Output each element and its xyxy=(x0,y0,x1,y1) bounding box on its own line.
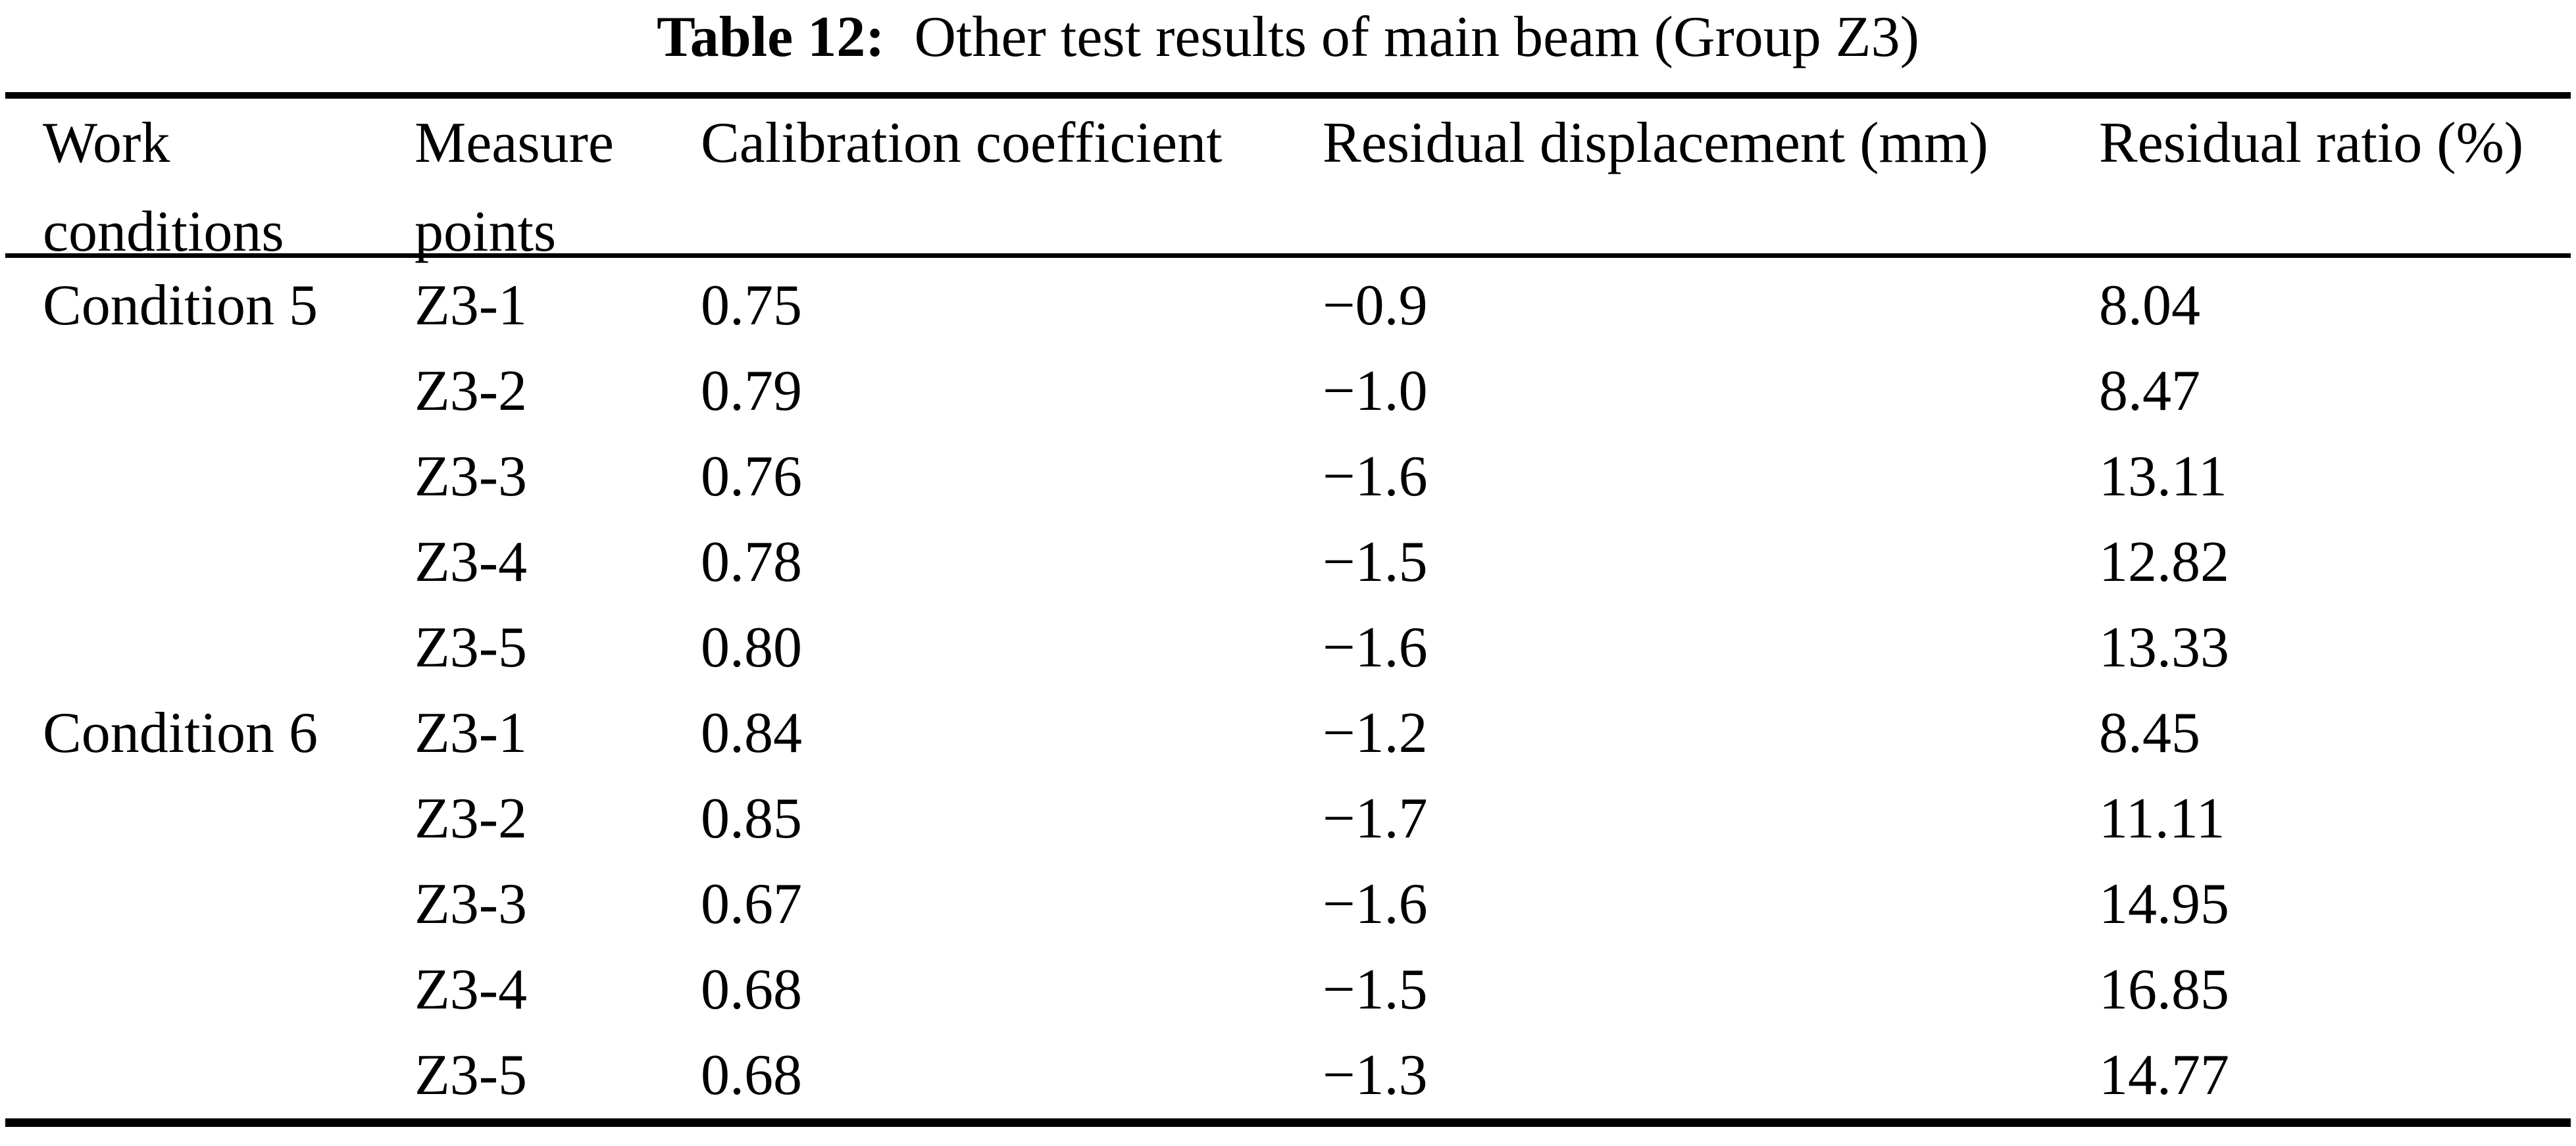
header-residual-ratio-line1: Residual ratio (%) xyxy=(2099,111,2524,175)
cell-measure-point: Z3-3 xyxy=(415,445,528,509)
cell-residual-displacement: −1.5 xyxy=(1323,958,1428,1022)
header-measure-points: Measure points xyxy=(415,99,701,276)
header-work-conditions: Work conditions xyxy=(43,99,415,276)
table-caption-number: Table 12: xyxy=(657,5,885,69)
cell-residual-ratio: 8.04 xyxy=(2099,274,2200,337)
cell-residual-ratio: 11.11 xyxy=(2099,787,2225,851)
table-row: Z3-3 0.67 −1.6 14.95 xyxy=(5,862,2571,947)
table-row: Z3-4 0.68 −1.5 16.85 xyxy=(5,947,2571,1033)
cell-residual-ratio: 14.95 xyxy=(2099,872,2229,936)
cell-calibration-coefficient: 0.67 xyxy=(701,872,802,936)
cell-measure-point: Z3-5 xyxy=(415,616,528,680)
table-header-row: Work conditions Measure points Calibrati… xyxy=(5,99,2571,264)
cell-calibration-coefficient: 0.79 xyxy=(701,359,802,423)
cell-measure-point: Z3-1 xyxy=(415,701,528,765)
header-calibration-coefficient-line1: Calibration coefficient xyxy=(701,111,1223,175)
table-row: Z3-2 0.79 −1.0 8.47 xyxy=(5,349,2571,434)
cell-residual-ratio: 13.11 xyxy=(2099,445,2227,509)
cell-work-condition: Condition 6 xyxy=(43,701,318,765)
header-measure-points-line1: Measure xyxy=(415,111,614,175)
cell-measure-point: Z3-1 xyxy=(415,274,528,337)
table-row: Condition 5 Z3-1 0.75 −0.9 8.04 xyxy=(5,263,2571,349)
cell-measure-point: Z3-3 xyxy=(415,872,528,936)
cell-calibration-coefficient: 0.78 xyxy=(701,530,802,594)
cell-measure-point: Z3-5 xyxy=(415,1043,528,1107)
table-caption: Table 12: Other test results of main beam… xyxy=(0,1,2576,74)
table-row: Z3-5 0.80 −1.6 13.33 xyxy=(5,605,2571,691)
header-work-conditions-line1: Work xyxy=(43,111,170,175)
cell-residual-displacement: −1.0 xyxy=(1323,359,1428,423)
table-bottom-rule xyxy=(5,1118,2571,1127)
table-body: Condition 5 Z3-1 0.75 −0.9 8.04 Z3-2 0.7… xyxy=(5,258,2571,1118)
cell-calibration-coefficient: 0.80 xyxy=(701,616,802,680)
header-residual-ratio: Residual ratio (%) xyxy=(2099,99,2571,187)
table-row: Z3-4 0.78 −1.5 12.82 xyxy=(5,520,2571,605)
cell-calibration-coefficient: 0.84 xyxy=(701,701,802,765)
cell-residual-displacement: −1.6 xyxy=(1323,616,1428,680)
cell-measure-point: Z3-2 xyxy=(415,787,528,851)
table-row: Condition 6 Z3-1 0.84 −1.2 8.45 xyxy=(5,691,2571,776)
header-residual-displacement-line1: Residual displacement (mm) xyxy=(1323,111,1988,175)
cell-residual-ratio: 12.82 xyxy=(2099,530,2229,594)
cell-residual-ratio: 16.85 xyxy=(2099,958,2229,1022)
cell-calibration-coefficient: 0.76 xyxy=(701,445,802,509)
table-header-rule xyxy=(5,253,2571,258)
cell-measure-point: Z3-4 xyxy=(415,958,528,1022)
cell-residual-ratio: 14.77 xyxy=(2099,1043,2229,1107)
cell-residual-ratio: 13.33 xyxy=(2099,616,2229,680)
table-row: Z3-2 0.85 −1.7 11.11 xyxy=(5,776,2571,862)
cell-residual-displacement: −0.9 xyxy=(1323,274,1428,337)
cell-calibration-coefficient: 0.68 xyxy=(701,958,802,1022)
header-residual-displacement: Residual displacement (mm) xyxy=(1323,99,2099,187)
cell-residual-displacement: −1.2 xyxy=(1323,701,1428,765)
table-caption-text: Other test results of main beam (Group Z… xyxy=(914,5,1919,69)
cell-residual-displacement: −1.3 xyxy=(1323,1043,1428,1107)
cell-calibration-coefficient: 0.75 xyxy=(701,274,802,337)
cell-residual-displacement: −1.7 xyxy=(1323,787,1428,851)
header-work-conditions-line2: conditions xyxy=(43,200,284,264)
header-measure-points-line2: points xyxy=(415,200,557,264)
header-calibration-coefficient: Calibration coefficient xyxy=(701,99,1323,187)
cell-residual-ratio: 8.47 xyxy=(2099,359,2200,423)
data-table: Work conditions Measure points Calibrati… xyxy=(5,92,2571,1127)
table-row: Z3-3 0.76 −1.6 13.11 xyxy=(5,434,2571,520)
table-row: Z3-5 0.68 −1.3 14.77 xyxy=(5,1033,2571,1118)
cell-residual-displacement: −1.5 xyxy=(1323,530,1428,594)
cell-calibration-coefficient: 0.85 xyxy=(701,787,802,851)
cell-calibration-coefficient: 0.68 xyxy=(701,1043,802,1107)
cell-residual-displacement: −1.6 xyxy=(1323,872,1428,936)
cell-residual-displacement: −1.6 xyxy=(1323,445,1428,509)
table-top-rule xyxy=(5,92,2571,99)
cell-work-condition: Condition 5 xyxy=(43,274,318,337)
cell-measure-point: Z3-4 xyxy=(415,530,528,594)
cell-residual-ratio: 8.45 xyxy=(2099,701,2200,765)
cell-measure-point: Z3-2 xyxy=(415,359,528,423)
